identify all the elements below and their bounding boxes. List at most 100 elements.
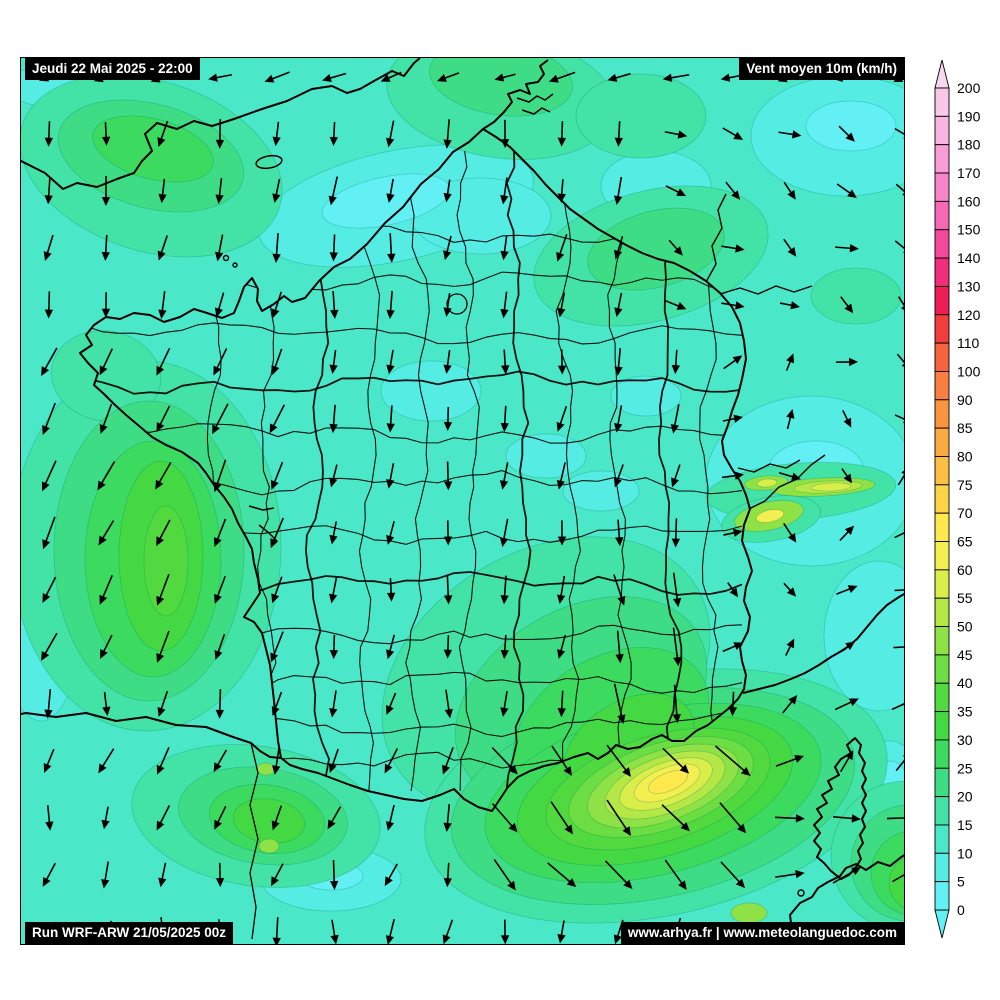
wind-arrow [386,692,397,715]
german-border-coastline [705,193,727,283]
colorbar-label: 140 [957,250,981,266]
isle-of-wight [255,154,283,170]
run-badge: Run WRF-ARW 21/05/2025 00z [25,922,234,944]
wind-arrow [329,576,338,604]
wind-arrow [41,347,58,377]
wind-arrow [556,462,566,490]
colorbar-segment [934,484,950,514]
wind-arrow [271,691,283,716]
wind-arrow [99,348,114,376]
liguria-coast-coastline [742,592,904,694]
wind-arrow [556,575,566,605]
wind-arrow [671,518,681,548]
wind-arrow [99,574,113,605]
wind-arrow [271,576,283,604]
wind-arrow [213,459,227,493]
wind-arrow [719,802,747,834]
colorbar-label: 65 [957,534,973,550]
wind-arrow [725,181,741,200]
wind-arrow [615,630,624,664]
colorbar-label: 90 [957,392,973,408]
colorbar-segment [934,257,950,287]
wind-arrow [604,860,633,890]
wind-arrow [723,355,743,370]
wind-arrow [833,814,861,823]
map-area: Jeudi 22 Mai 2025 - 22:00 Vent moyen 10m… [20,57,905,945]
wind-arrow [671,349,680,375]
wind-arrow [271,348,283,376]
wind-arrow [668,239,683,256]
colorbar-label: 100 [957,363,981,379]
wind-arrow [329,464,338,488]
colorbar-label: 75 [957,477,973,493]
colorbar-label: 15 [957,817,973,833]
wind-arrows-layer [39,71,904,944]
wind-arrow [101,122,111,146]
wind-arrow [443,803,452,832]
wind-arrow [386,463,395,489]
wind-arrow [42,516,56,550]
wind-arrow [385,918,395,944]
wind-arrow [156,805,171,831]
colorbar-label: 30 [957,732,973,748]
wind-arrow [214,805,227,830]
colorbar-segment [934,654,950,684]
wind-arrow [443,293,452,317]
wind-arrow [785,638,795,656]
wind-arrow [499,518,509,548]
wind-arrow [208,73,233,82]
wind-arrow [329,521,338,545]
colorbar-segment [934,427,950,457]
wind-arrow [500,691,509,717]
wind-arrow [500,575,509,605]
wind-arrow [42,402,56,436]
colorbar-top-arrow [934,59,950,89]
spain-coast-coastline [21,712,282,759]
wind-arrow [97,461,116,491]
wind-arrow [891,700,904,711]
colorbar-label: 160 [957,193,981,209]
wind-arrow [213,749,228,773]
wind-arrow [156,747,170,775]
wind-arrow [783,181,796,200]
wind-arrow [720,861,746,889]
wind-arrow [894,127,904,140]
wind-arrow [98,748,115,774]
wind-arrow [442,919,454,944]
wind-arrow [155,461,172,490]
wind-arrow [443,235,452,261]
colorbar-segment [934,569,950,599]
wind-arrow [213,518,227,548]
wind-arrow [557,920,566,944]
wind-arrow [98,520,115,546]
wind-arrow [386,578,396,602]
wind-arrow [842,410,852,428]
wind-arrow [385,120,395,148]
wind-arrow [158,178,167,204]
wind-arrow [550,801,573,835]
wind-arrow [214,292,225,318]
wind-arrow [330,919,339,944]
wind-arrow [892,871,904,883]
wind-arrow [894,528,904,539]
wind-arrow [271,805,283,831]
wind-arrow [779,301,800,310]
wind-arrow [101,175,111,207]
variable-badge: Vent moyen 10m (km/h) [739,58,904,80]
wind-arrow [329,234,339,262]
wind-arrow [672,684,681,724]
wind-arrow [727,582,739,598]
wind-arrow [556,405,568,432]
channel-island-1 [222,254,230,262]
wind-arrow [271,863,284,887]
wind-arrow [834,244,859,253]
wind-arrow [785,353,794,371]
wind-arrow [387,233,396,263]
wind-arrow [613,176,623,206]
sardinia-coast-coastline [786,854,904,944]
swiss-border-coastline [748,454,826,510]
wind-arrow [329,349,338,375]
wind-arrow [665,185,687,197]
colorbar-label: 200 [957,80,981,96]
wind-arrow [156,405,171,432]
